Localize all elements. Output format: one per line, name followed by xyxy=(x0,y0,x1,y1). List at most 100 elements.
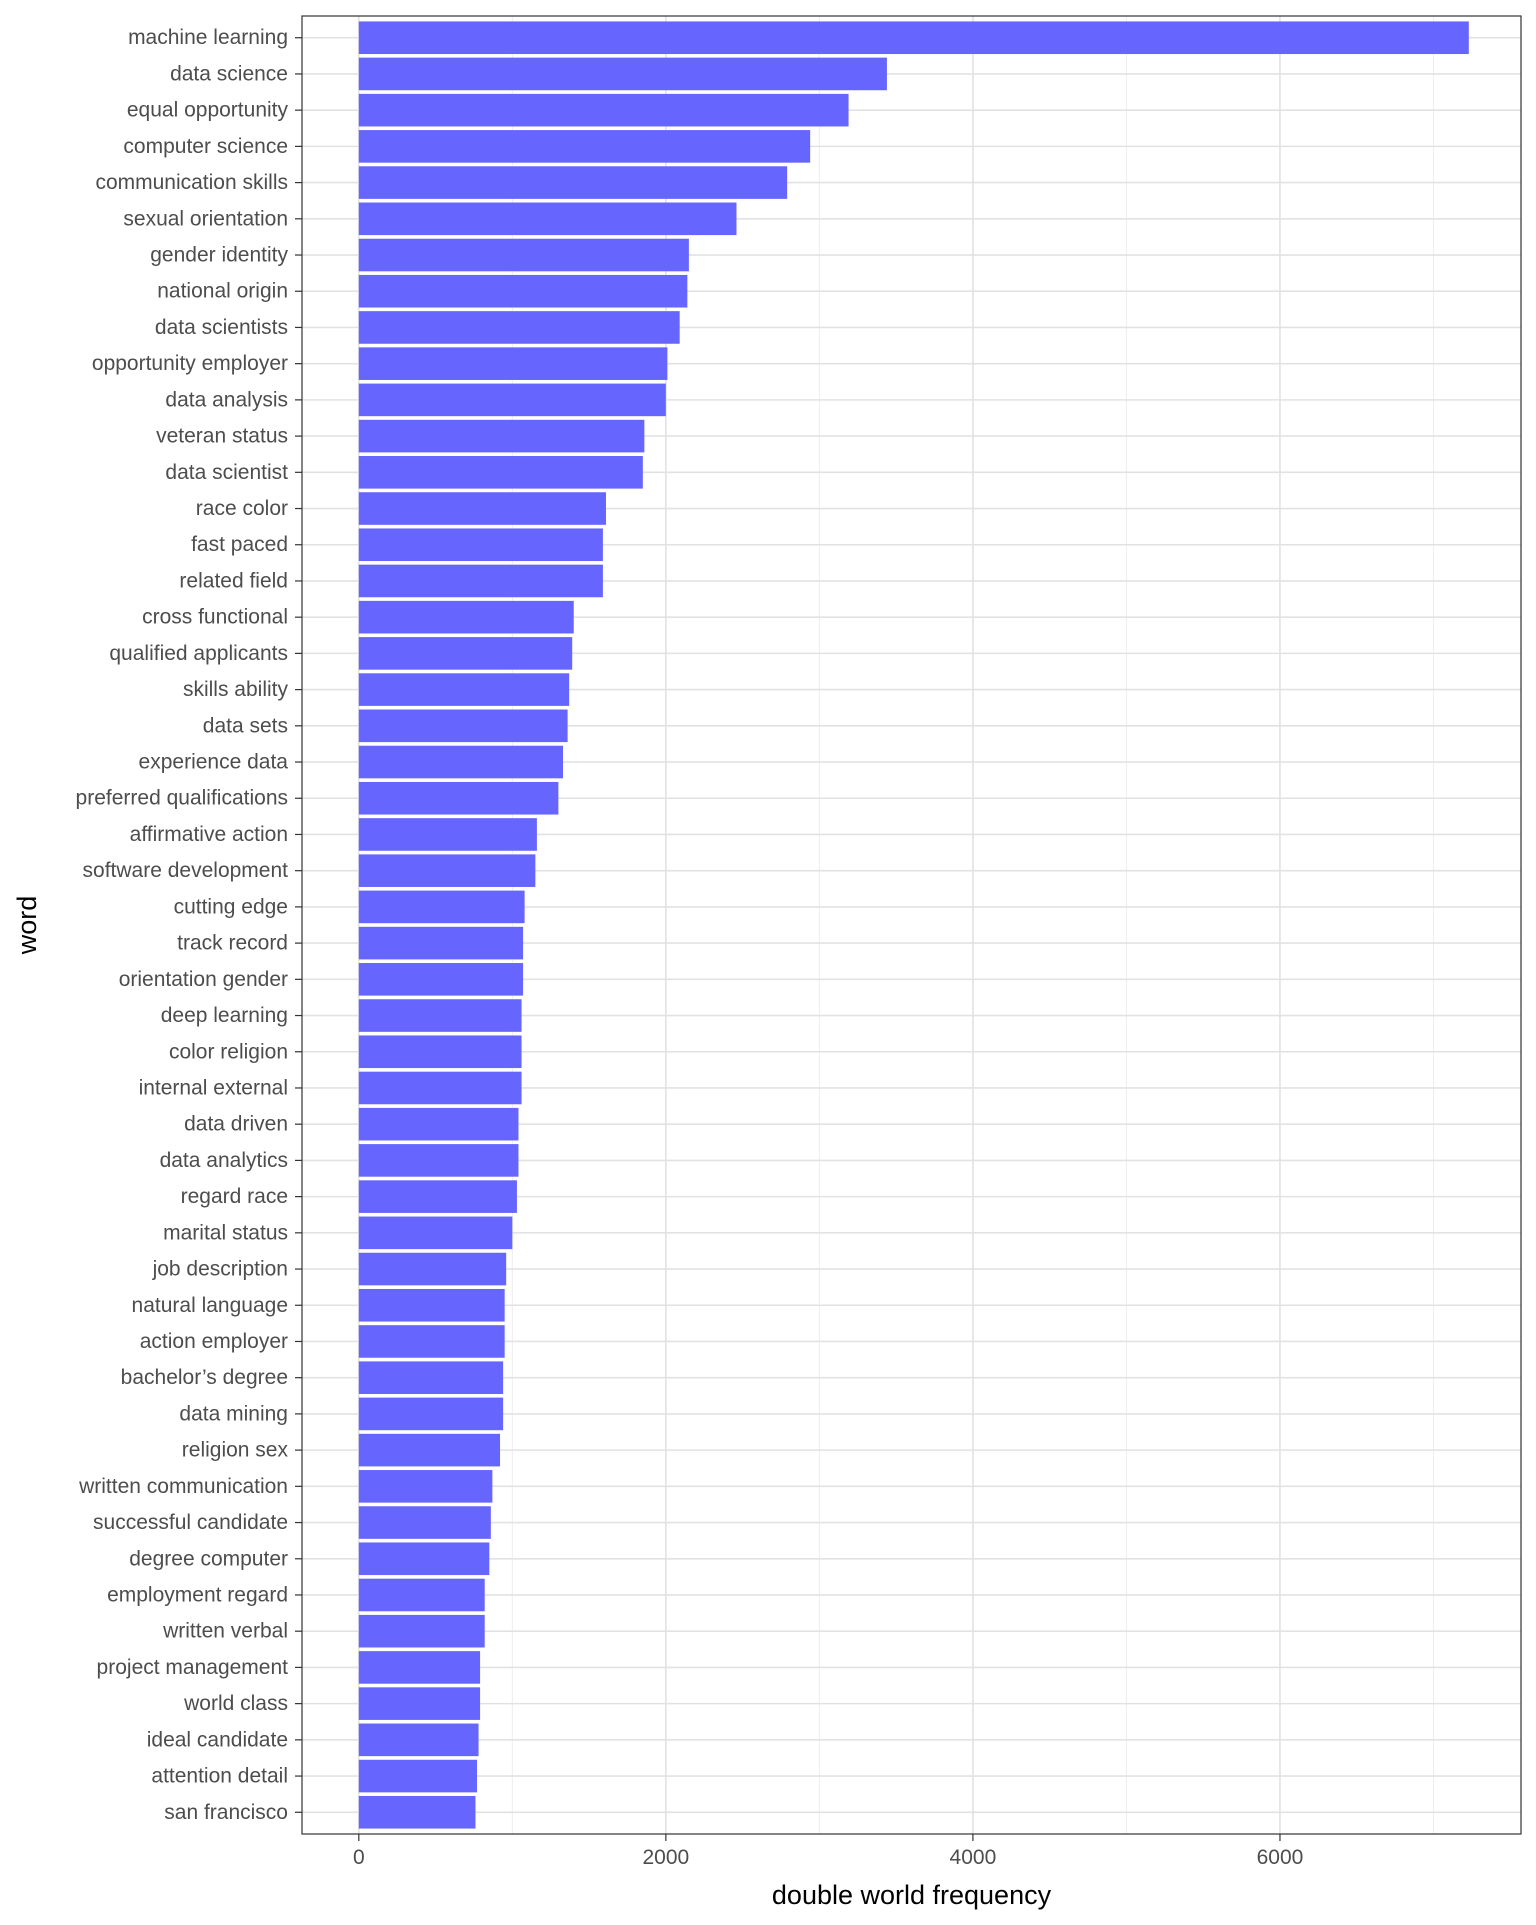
bar xyxy=(358,1361,504,1394)
y-tick-label: ideal candidate xyxy=(147,1728,288,1751)
y-tick-label: cutting edge xyxy=(174,895,288,918)
y-tick-label: attention detail xyxy=(151,1765,288,1788)
bar xyxy=(358,709,568,743)
y-tick-label: action employer xyxy=(140,1330,288,1353)
bar xyxy=(358,1035,522,1069)
y-tick-label: employment regard xyxy=(107,1583,288,1606)
bar xyxy=(358,21,1469,55)
bar xyxy=(358,890,525,924)
bar xyxy=(358,1506,491,1539)
y-tick-label: qualified applicants xyxy=(109,642,288,665)
bar xyxy=(358,238,689,272)
y-tick-label: natural language xyxy=(132,1294,288,1317)
y-tick-label: regard race xyxy=(181,1185,288,1208)
bar xyxy=(358,1723,479,1757)
y-tick-label: written verbal xyxy=(162,1620,288,1643)
y-tick-label: gender identity xyxy=(150,244,288,267)
y-tick-label: internal external xyxy=(139,1076,288,1099)
bar xyxy=(358,202,737,236)
bar xyxy=(358,854,536,887)
bar xyxy=(358,419,645,453)
bar xyxy=(358,347,668,380)
bar xyxy=(358,528,603,562)
y-tick-label: data scientists xyxy=(155,316,288,339)
bar xyxy=(358,57,887,91)
y-tick-label: software development xyxy=(83,859,289,882)
bar xyxy=(358,600,574,634)
bar xyxy=(358,818,537,851)
bar xyxy=(358,1542,490,1576)
bar xyxy=(358,130,811,163)
bar xyxy=(358,1651,481,1684)
bar xyxy=(358,745,563,779)
bar xyxy=(358,1288,505,1322)
bar xyxy=(358,1433,501,1467)
y-tick-label: world class xyxy=(183,1692,288,1715)
bar xyxy=(358,1144,519,1177)
y-tick-label: opportunity employer xyxy=(92,352,288,375)
bar xyxy=(358,274,688,308)
y-tick-label: data sets xyxy=(203,714,288,737)
bar xyxy=(358,963,524,996)
bar xyxy=(358,1071,522,1105)
bar xyxy=(358,383,666,417)
y-tick-label: san francisco xyxy=(164,1801,288,1824)
y-tick-label: data analytics xyxy=(160,1149,288,1172)
y-tick-label: orientation gender xyxy=(119,968,288,991)
bar xyxy=(358,1180,517,1213)
y-tick-label: data science xyxy=(170,62,288,85)
bar xyxy=(358,564,603,598)
plot-border xyxy=(301,15,1522,1835)
y-tick-label: preferred qualifications xyxy=(76,787,288,810)
bar xyxy=(358,999,522,1032)
y-tick-label: bachelor’s degree xyxy=(121,1366,288,1389)
y-tick-label: equal opportunity xyxy=(127,99,289,122)
bar xyxy=(358,1614,485,1648)
y-tick-label: deep learning xyxy=(161,1004,288,1027)
y-tick-label: color religion xyxy=(169,1040,288,1063)
y-tick-label: degree computer xyxy=(129,1547,288,1570)
y-tick-label: skills ability xyxy=(183,678,289,701)
bar xyxy=(358,1252,507,1286)
y-tick-label: written communication xyxy=(78,1475,288,1498)
y-tick-label: fast paced xyxy=(191,533,288,556)
bar xyxy=(358,781,559,815)
y-tick-label: project management xyxy=(97,1656,289,1679)
bar xyxy=(358,1470,493,1503)
y-tick-label: data scientist xyxy=(165,461,288,484)
bar xyxy=(358,1687,481,1720)
y-tick-label: computer science xyxy=(123,135,288,158)
y-tick-label: religion sex xyxy=(182,1439,289,1462)
y-tick-label: communication skills xyxy=(95,171,288,194)
bar xyxy=(358,1759,478,1793)
x-tick-label: 4000 xyxy=(950,1846,997,1869)
y-tick-label: successful candidate xyxy=(93,1511,288,1534)
y-tick-label: related field xyxy=(179,569,288,592)
y-tick-label: cross functional xyxy=(142,606,288,629)
bar xyxy=(358,637,573,670)
axis-layer: machine learning data science equal opport… xyxy=(76,26,1304,1869)
bar xyxy=(358,673,570,706)
x-tick-label: 2000 xyxy=(642,1846,689,1869)
y-tick-label: veteran status xyxy=(156,425,288,448)
y-tick-label: national origin xyxy=(157,280,288,303)
x-tick-label: 6000 xyxy=(1257,1846,1304,1869)
y-axis-title: word xyxy=(12,896,42,956)
bar xyxy=(358,93,849,127)
bar xyxy=(358,1397,504,1431)
bar xyxy=(358,1578,485,1612)
bar xyxy=(358,166,788,199)
y-tick-label: data mining xyxy=(179,1402,288,1425)
y-tick-label: machine learning xyxy=(128,26,288,49)
bar xyxy=(358,492,606,525)
bars-layer xyxy=(358,21,1469,1829)
bar xyxy=(358,1795,476,1829)
y-tick-label: marital status xyxy=(163,1221,288,1244)
y-tick-label: race color xyxy=(196,497,288,520)
y-tick-label: job description xyxy=(152,1258,288,1281)
y-tick-label: data driven xyxy=(184,1113,288,1136)
y-tick-label: affirmative action xyxy=(130,823,288,846)
x-tick-label: 0 xyxy=(353,1846,365,1869)
